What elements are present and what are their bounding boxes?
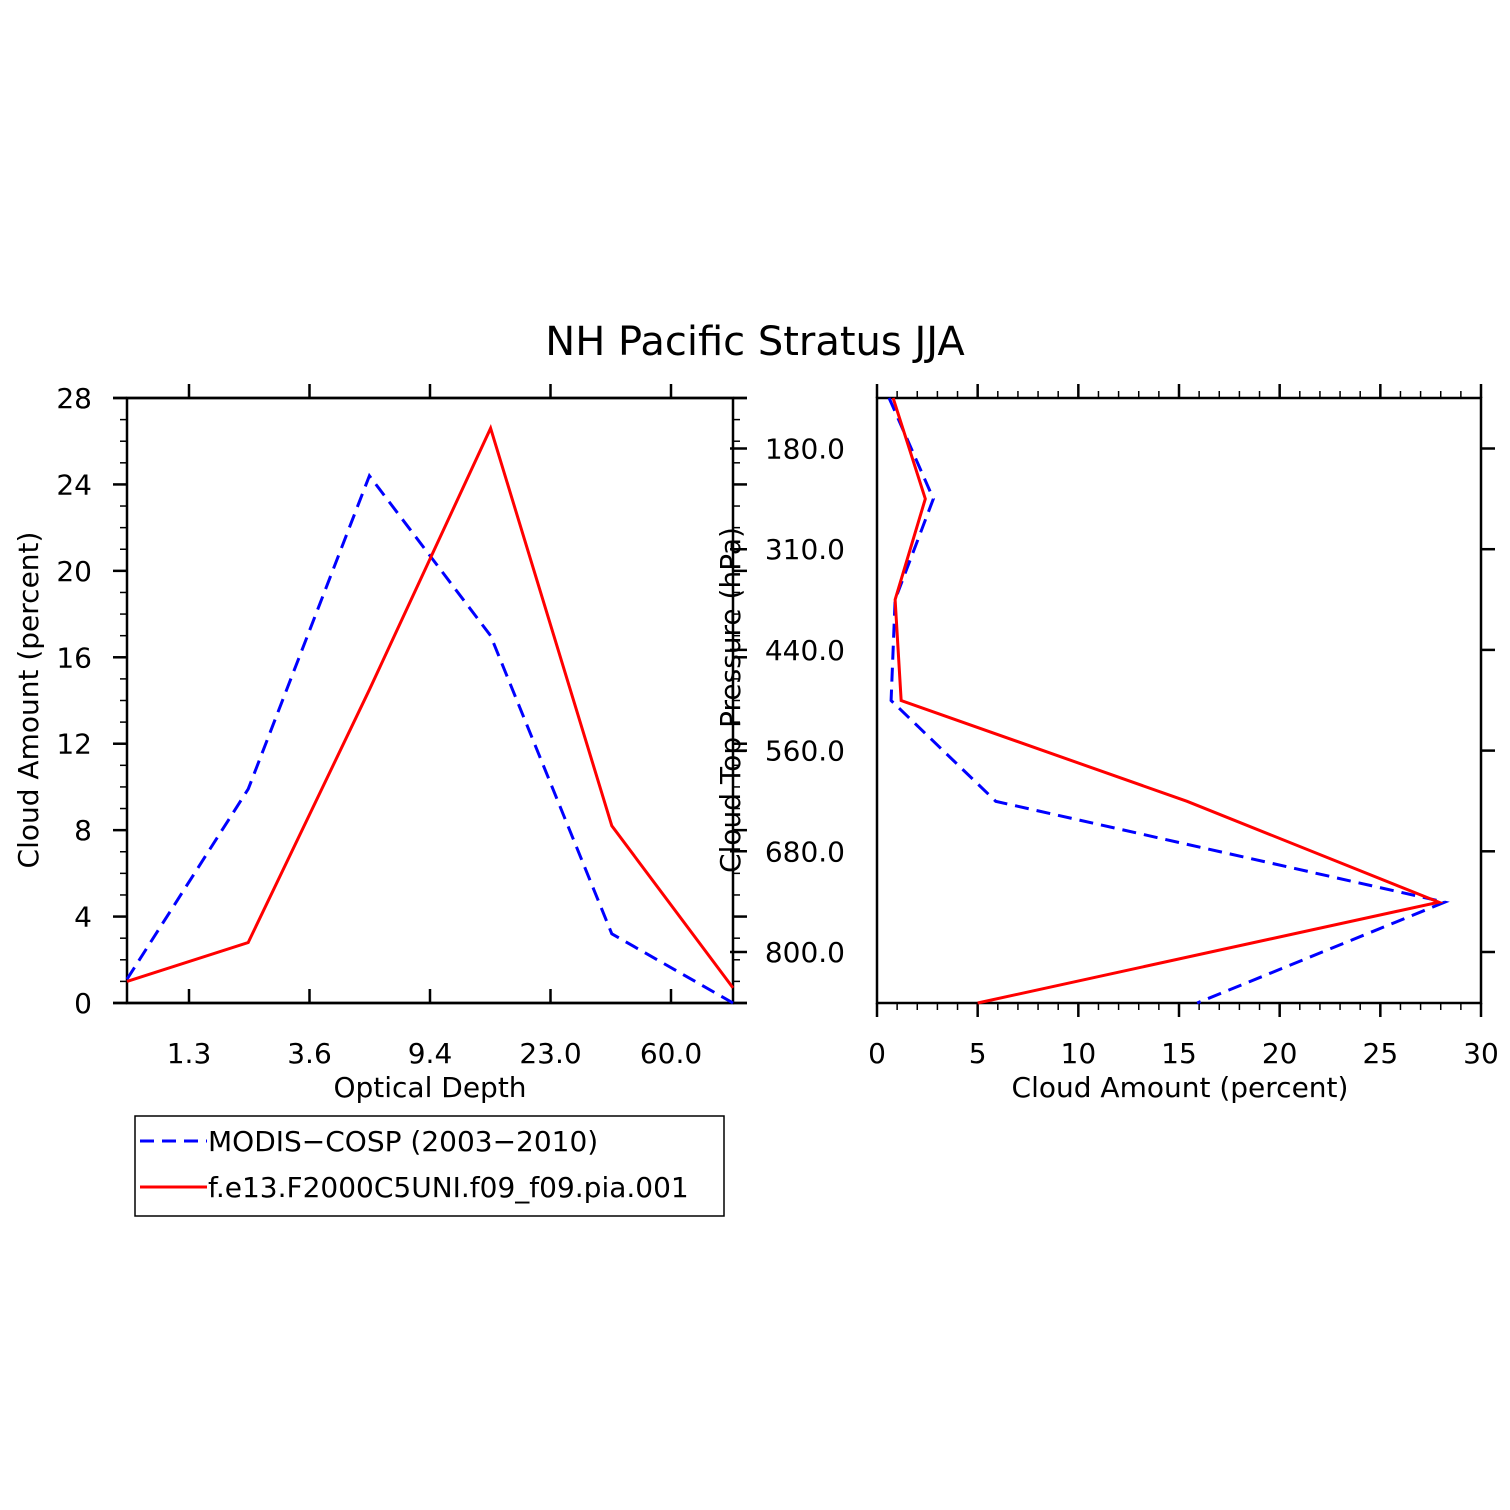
y-axis-label: Cloud Amount (percent) — [12, 532, 45, 869]
y-tick-label: 4 — [74, 901, 92, 934]
y-tick-label: 560.0 — [765, 735, 845, 768]
y-tick-label: 16 — [56, 641, 92, 674]
y-tick-label: 8 — [74, 814, 92, 847]
left-panel-optical-depth: 0 4 8 12 16 20 24 28 1.3 3.6 9.4 23.0 60.0 Optical De… — [12, 382, 747, 1104]
series-line-model — [891, 397, 1444, 1005]
x-tick-label: 10 — [1061, 1037, 1097, 1070]
y-tick-label: 12 — [56, 728, 92, 761]
x-axis-label: Cloud Amount (percent) — [1012, 1071, 1349, 1104]
figure-title: NH Pacific Stratus JJA — [545, 319, 965, 365]
x-tick-label: 23.0 — [519, 1037, 581, 1070]
x-tick-label: 20 — [1262, 1037, 1298, 1070]
legend: MODIS−COSP (2003−2010) f.e13.F2000C5UNI.… — [134, 1115, 725, 1217]
series-line-modis — [887, 397, 1450, 1005]
y-tick-label: 24 — [56, 468, 92, 501]
y-tick-label: 440.0 — [765, 634, 845, 667]
plot-frame — [125, 396, 735, 1005]
x-tick-label: 25 — [1363, 1037, 1399, 1070]
x-tick-label: 0 — [868, 1037, 886, 1070]
series-line-model — [126, 424, 735, 989]
y-tick-label: 800.0 — [765, 936, 845, 969]
x-tick-label: 3.6 — [287, 1037, 332, 1070]
x-tick-label: 5 — [969, 1037, 987, 1070]
y-tick-label: 680.0 — [765, 835, 845, 868]
y-tick-label: 310.0 — [765, 533, 845, 566]
y-tick-label: 28 — [56, 382, 92, 415]
legend-box — [134, 1115, 725, 1217]
legend-label-model: f.e13.F2000C5UNI.f09_f09.pia.001 — [208, 1171, 689, 1204]
y-tick-label: 180.0 — [765, 433, 845, 466]
series-line-modis — [125, 472, 734, 1005]
y-tick-label: 0 — [74, 987, 92, 1020]
x-tick-label: 15 — [1161, 1037, 1197, 1070]
x-tick-label: 1.3 — [167, 1037, 212, 1070]
y-tick-label: 20 — [56, 555, 92, 588]
x-axis-label: Optical Depth — [333, 1071, 526, 1104]
x-tick-label: 60.0 — [640, 1037, 702, 1070]
right-panel-cloud-top-pressure: 0 5 10 15 20 25 30 180.0 310.0 440.0 560.0 680.0 800… — [714, 384, 1499, 1104]
legend-label-modis: MODIS−COSP (2003−2010) — [208, 1125, 598, 1158]
y-axis-label: Cloud Top Pressure (hPa) — [714, 527, 747, 873]
x-tick-label: 30 — [1463, 1037, 1499, 1070]
x-tick-label: 9.4 — [408, 1037, 453, 1070]
